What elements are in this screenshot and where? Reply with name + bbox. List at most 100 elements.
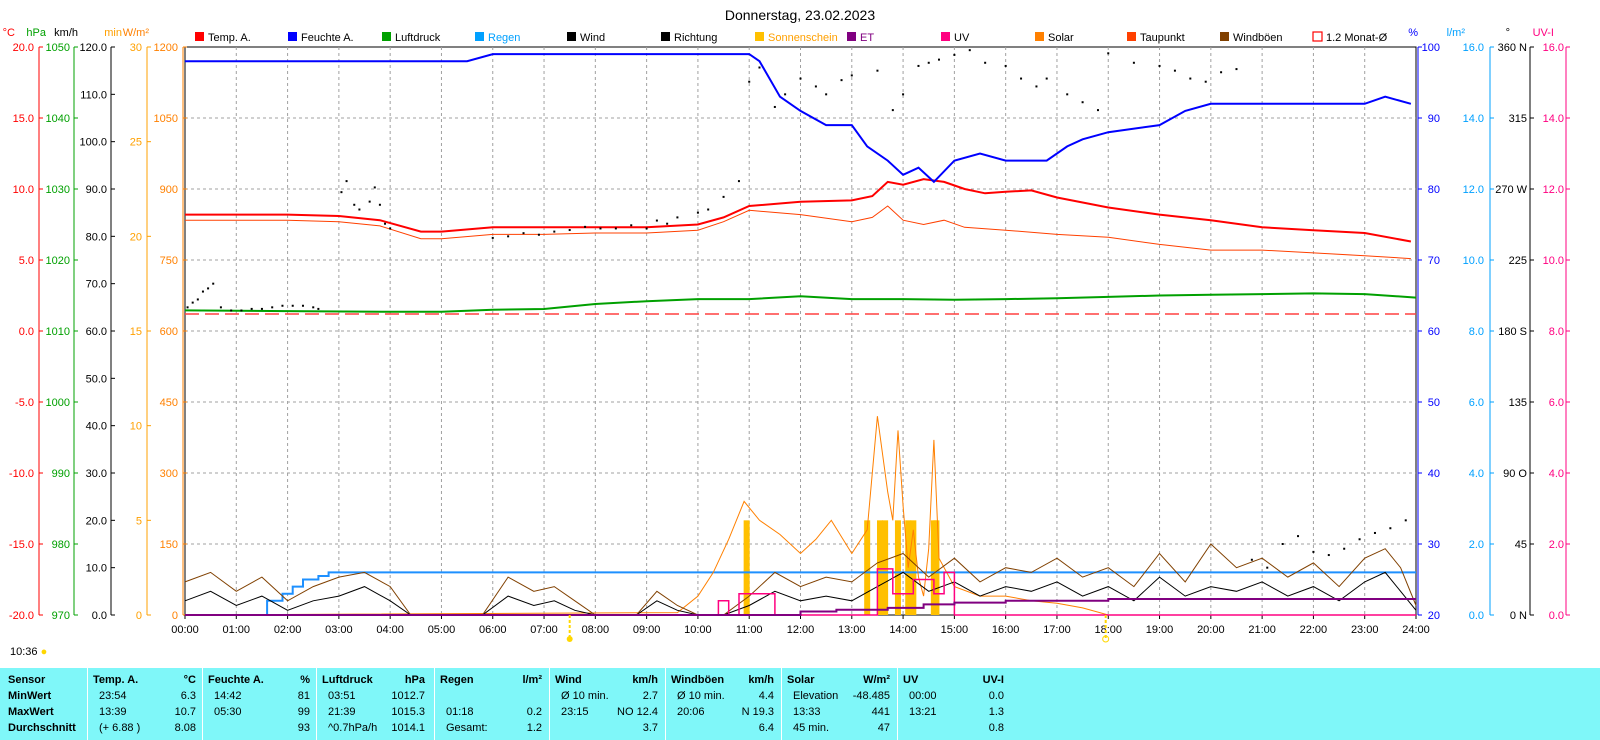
wind-tick-label: 20.0 (86, 515, 107, 527)
stats-cell-value: 0.2 (526, 706, 542, 718)
legend-swatch (475, 32, 484, 41)
time-tick-label: 17:00 (1043, 624, 1071, 636)
wind-direction-point (666, 222, 669, 225)
sunmin-tick-label: 5 (136, 515, 142, 527)
temp-tick-label: -20.0 (9, 610, 34, 622)
sunshine-bar (910, 520, 917, 615)
series-wind-line (184, 571, 1417, 616)
stats-cell-value: 1.2 (526, 722, 542, 734)
wind-direction-point (599, 227, 602, 230)
time-markers (566, 615, 1110, 643)
uv-tick-label: 16.0 (1543, 42, 1564, 54)
wind-direction-point (537, 233, 540, 236)
wind-direction-point (191, 301, 194, 304)
stats-cell-time: Elevation (793, 690, 839, 702)
wind-tick-label: 90.0 (86, 184, 107, 196)
press-tick-label: 980 (52, 539, 70, 551)
dir-tick-label: 360 N (1498, 42, 1527, 54)
stats-cell-time: 13:33 (793, 706, 821, 718)
legend-swatch (755, 32, 764, 41)
legend-label: Temp. A. (208, 32, 251, 44)
legend-swatch (1312, 31, 1323, 42)
stats-cell-time: 05:30 (214, 706, 242, 718)
wind-direction-point (984, 61, 987, 64)
sunmin-tick-label: 20 (130, 231, 142, 243)
wind-direction-point (207, 287, 210, 290)
stats-cell-value: 3.7 (642, 722, 658, 734)
wind-direction-point (240, 309, 243, 312)
time-tick-label: 13:00 (838, 624, 866, 636)
press-tick-label: 1000 (46, 397, 70, 409)
stats-cell-time: Ø 10 min. (677, 690, 725, 702)
time-tick-label: 11:00 (736, 624, 763, 636)
stats-header-unit: km/h (632, 674, 658, 686)
uv-tick-label: 4.0 (1549, 468, 1564, 480)
hum-tick-label: 20 (1428, 610, 1440, 622)
wind-direction-point (1173, 69, 1176, 72)
hum-tick-label: 90 (1428, 113, 1440, 125)
dir-tick-label: 315 (1509, 113, 1527, 125)
stats-cell-value: 0.8 (988, 722, 1004, 734)
wind-direction-point (271, 306, 274, 309)
wind-tick-label: 10.0 (86, 563, 107, 575)
time-tick-label: 05:00 (428, 624, 456, 636)
uv-tick-label: 8.0 (1549, 326, 1564, 338)
wind-direction-point (584, 225, 587, 228)
stats-cell-time: 13:21 (909, 706, 937, 718)
uv-tick-label: 6.0 (1549, 397, 1564, 409)
wind-direction-point (1035, 85, 1038, 88)
stats-header: Luftdruck (322, 674, 373, 686)
stats-cell-value: NO 12.4 (617, 706, 658, 718)
rain-tick-label: 14.0 (1463, 113, 1484, 125)
wind-direction-point (250, 307, 253, 310)
sunmin-tick-label: 30 (130, 42, 142, 54)
stats-header-unit: % (300, 674, 310, 686)
wind-tick-label: 70.0 (86, 279, 107, 291)
wind-direction-point (1389, 527, 1392, 530)
stats-cell-time: 23:54 (99, 690, 127, 702)
wind-direction-point (917, 64, 920, 67)
statistics-table: Sensor Temp. A. °C Feuchte A.% Luftdruck hPa R… (0, 668, 1600, 740)
rain-tick-label: 16.0 (1463, 42, 1484, 54)
wind-direction-point (1220, 71, 1223, 74)
stats-header-unit: UV-I (982, 674, 1004, 686)
chart-title: Donnerstag, 23.02.2023 (725, 7, 875, 23)
stats-column-separator (549, 668, 550, 740)
stats-cell-time: (+ 6.88 ) (99, 722, 141, 734)
series-et-line (185, 598, 1416, 616)
time-tick-label: 06:00 (479, 624, 507, 636)
sunshine-bar (894, 520, 901, 615)
stats-header-unit: km/h (748, 674, 774, 686)
legend-swatch (1127, 32, 1136, 41)
stats-cell-time: Ø 10 min. (561, 690, 609, 702)
uv-tick-label: 12.0 (1543, 184, 1564, 196)
grid (184, 46, 1417, 616)
temp-tick-label: 5.0 (19, 255, 34, 267)
wind-direction-point (345, 180, 348, 183)
legend-swatch (1035, 32, 1044, 41)
rain-tick-label: 2.0 (1469, 539, 1484, 551)
wind-direction-point (230, 309, 233, 312)
wind-direction-point (773, 105, 776, 108)
dir-axis-unit: ° (1506, 27, 1510, 39)
wind-direction-point (260, 307, 263, 310)
legend-swatch (661, 32, 670, 41)
stats-header: Windböen (671, 674, 725, 686)
series-lines (184, 53, 1417, 616)
wind-tick-label: 50.0 (86, 373, 107, 385)
current-time-label: 10:36 ● (10, 646, 47, 658)
legend-label: Luftdruck (395, 32, 441, 44)
wind-direction-point (196, 298, 199, 301)
time-tick-label: 04:00 (376, 624, 404, 636)
series-windb-en-line (184, 543, 1417, 616)
wind-axis-unit: km/h (54, 27, 78, 39)
wind-direction-point (368, 200, 371, 203)
stats-column-separator (202, 668, 203, 740)
wind-direction-point (799, 77, 802, 80)
wind-direction-point (1312, 550, 1315, 553)
press-tick-label: 1040 (46, 113, 70, 125)
time-tick-label: 23:00 (1351, 624, 1379, 636)
stats-cell-time: 13:39 (99, 706, 127, 718)
wind-direction-point (645, 227, 648, 230)
time-tick-label: 08:00 (582, 624, 610, 636)
